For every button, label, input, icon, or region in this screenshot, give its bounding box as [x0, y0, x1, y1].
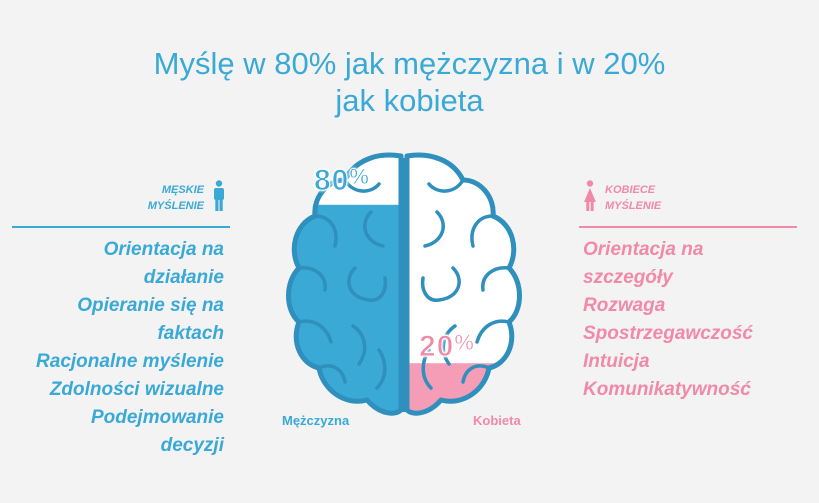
female-label: Kobieta [473, 413, 521, 428]
female-thinking-heading: KOBIECE MYŚLENIE [605, 184, 662, 212]
female-thinking-column: KOBIECE MYŚLENIE Orientacja na szczegóły… [579, 176, 797, 404]
female-percent: 20% [418, 330, 475, 364]
list-item: szczegóły [583, 267, 673, 288]
list-item: Racjonalne myślenie [36, 351, 224, 372]
list-item: Orientacja na [103, 239, 224, 260]
male-thinking-header: MĘSKIE MYŚLENIE [12, 176, 230, 228]
list-item: Rozwaga [583, 295, 666, 316]
brain-icon [286, 152, 522, 416]
list-item: decyzji [160, 435, 224, 456]
female-thinking-header: KOBIECE MYŚLENIE [579, 176, 797, 228]
male-thinking-heading: MĘSKIE MYŚLENIE [147, 184, 204, 212]
male-thinking-column: MĘSKIE MYŚLENIE Orientacja na działanie … [12, 176, 230, 460]
list-item: Podejmowanie [90, 407, 224, 428]
list-item: działanie [143, 267, 224, 288]
list-item: Komunikatywność [583, 379, 751, 400]
page-title: Myślę w 80% jak mężczyzna i w 20% jak ko… [0, 45, 819, 119]
list-item: Opieranie się na [77, 295, 224, 316]
title-line-2: jak kobieta [335, 82, 484, 118]
female-person-icon [584, 180, 596, 211]
female-traits-list: Orientacja na szczegóły Rozwaga Spostrze… [579, 236, 797, 404]
list-item: Intuicja [583, 351, 650, 372]
male-person-icon [214, 180, 224, 211]
male-percent: 80% [313, 164, 370, 198]
male-fill [288, 204, 401, 414]
male-label: Mężczyzna [282, 413, 350, 428]
title-line-1: Myślę w 80% jak mężczyzna i w 20% [153, 45, 666, 81]
list-item: Orientacja na [583, 239, 704, 260]
list-item: Zdolności wizualne [49, 379, 224, 400]
male-traits-list: Orientacja na działanie Opieranie się na… [12, 236, 230, 460]
list-item: faktach [157, 323, 224, 344]
list-item: Spostrzegawczość [583, 323, 753, 344]
